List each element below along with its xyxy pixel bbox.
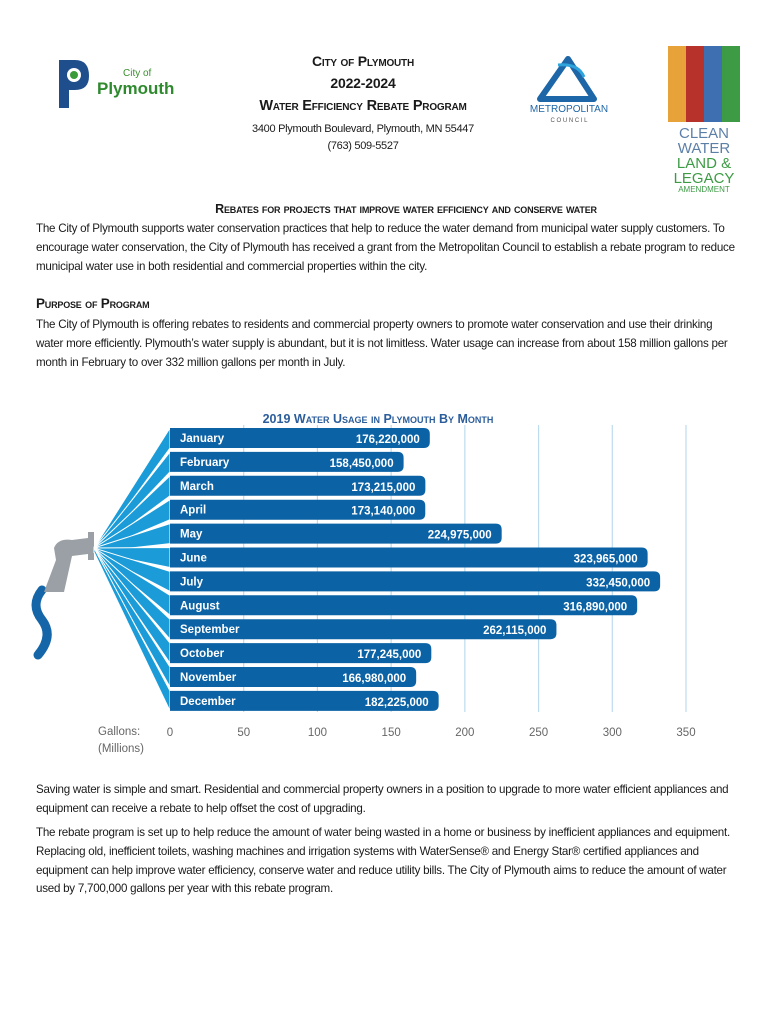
met-logo-text: METROPOLITAN — [530, 104, 608, 115]
bar-value-label: 166,980,000 — [342, 673, 406, 685]
paragraph-purpose: The City of Plymouth is offering rebates… — [36, 318, 728, 369]
bar-value-label: 224,975,000 — [428, 530, 492, 542]
clean-logo-line1: CLEAN — [679, 125, 729, 142]
bar-november — [170, 667, 417, 687]
bar-category-label: September — [180, 624, 240, 636]
x-tick-label: 50 — [237, 727, 250, 739]
paragraph-saving-water: Saving water is simple and smart. Reside… — [36, 783, 729, 815]
x-tick-label: 350 — [676, 727, 695, 739]
x-tick-label: 150 — [382, 727, 401, 739]
bar-value-label: 316,890,000 — [563, 601, 627, 613]
title-program: Water Efficiency Rebate Program — [259, 98, 467, 114]
bar-august — [170, 595, 638, 616]
clean-logo-line5: AMENDMENT — [678, 185, 730, 194]
bar-category-label: October — [180, 648, 225, 660]
paragraph-intro: The City of Plymouth supports water cons… — [36, 222, 735, 273]
bar-category-label: July — [180, 576, 204, 588]
clean-logo-line4: LEGACY — [674, 170, 735, 187]
hose-nozzle-icon — [31, 532, 94, 660]
city-of-plymouth-logo: City of Plymouth — [55, 58, 190, 110]
clean-water-land-legacy-logo: CLEAN WATER LAND & LEGACY AMENDMENT — [666, 46, 742, 194]
section-heading-rebates: Rebates for projects that improve water … — [215, 202, 597, 216]
bar-value-label: 182,225,000 — [365, 697, 429, 709]
bar-october — [170, 643, 432, 664]
bar-category-label: March — [180, 481, 214, 493]
water-usage-chart: January 176,220,000 February 158,450,000 Mar… — [31, 412, 696, 755]
bar-january — [170, 428, 430, 448]
x-tick-label: 300 — [603, 727, 622, 739]
plymouth-logo-large-text: Plymouth — [97, 79, 174, 98]
bar-value-label: 323,965,000 — [574, 554, 638, 566]
bar-value-label: 173,215,000 — [351, 482, 415, 494]
bar-value-label: 173,140,000 — [351, 506, 415, 518]
x-tick-label: 0 — [167, 727, 173, 739]
clean-logo-line3: LAND & — [677, 155, 731, 172]
chart-title: 2019 Water Usage in Plymouth By Month — [263, 412, 494, 426]
x-tick-label: 200 — [455, 727, 474, 739]
x-axis-label-line1: Gallons: — [98, 726, 140, 738]
bar-category-label: April — [180, 505, 206, 517]
bar-category-label: June — [180, 553, 207, 565]
bar-may — [170, 523, 502, 544]
x-axis-label-line2: (Millions) — [98, 743, 144, 755]
bar-category-label: February — [180, 457, 230, 469]
clean-logo-line2: WATER — [678, 140, 731, 157]
bar-february — [170, 451, 404, 472]
section-heading-purpose: Purpose of Program — [36, 296, 150, 311]
bar-category-label: January — [180, 433, 225, 445]
bar-june — [170, 547, 648, 568]
bar-december — [170, 690, 439, 711]
bar-value-label: 332,450,000 — [586, 577, 650, 589]
spray-stream — [93, 547, 171, 712]
bar-value-label: 176,220,000 — [356, 434, 420, 446]
metropolitan-council-logo: METROPOLITAN C O U N C I L — [518, 55, 620, 125]
bar-value-label: 177,245,000 — [357, 649, 421, 661]
plymouth-logo-small-text: City of — [123, 68, 152, 79]
bar-category-label: November — [180, 672, 237, 684]
bar-july — [170, 571, 661, 592]
address: 3400 Plymouth Boulevard, Plymouth, MN 55… — [252, 123, 474, 135]
met-logo-subtext: C O U N C I L — [550, 118, 588, 124]
bar-april — [170, 499, 426, 520]
bar-category-label: August — [180, 600, 220, 612]
paragraph-rebate-program: The rebate program is set up to help red… — [36, 826, 730, 896]
phone: (763) 509-5527 — [327, 140, 399, 152]
x-tick-label: 100 — [308, 727, 327, 739]
bar-september — [170, 619, 557, 640]
bar-value-label: 158,450,000 — [330, 458, 394, 470]
title-city: City of Plymouth — [312, 53, 414, 69]
bar-value-label: 262,115,000 — [483, 625, 546, 637]
x-tick-label: 250 — [529, 727, 548, 739]
bar-category-label: December — [180, 696, 236, 708]
title-years: 2022-2024 — [330, 75, 396, 91]
bar-category-label: May — [180, 529, 203, 541]
bar-march — [170, 475, 426, 496]
